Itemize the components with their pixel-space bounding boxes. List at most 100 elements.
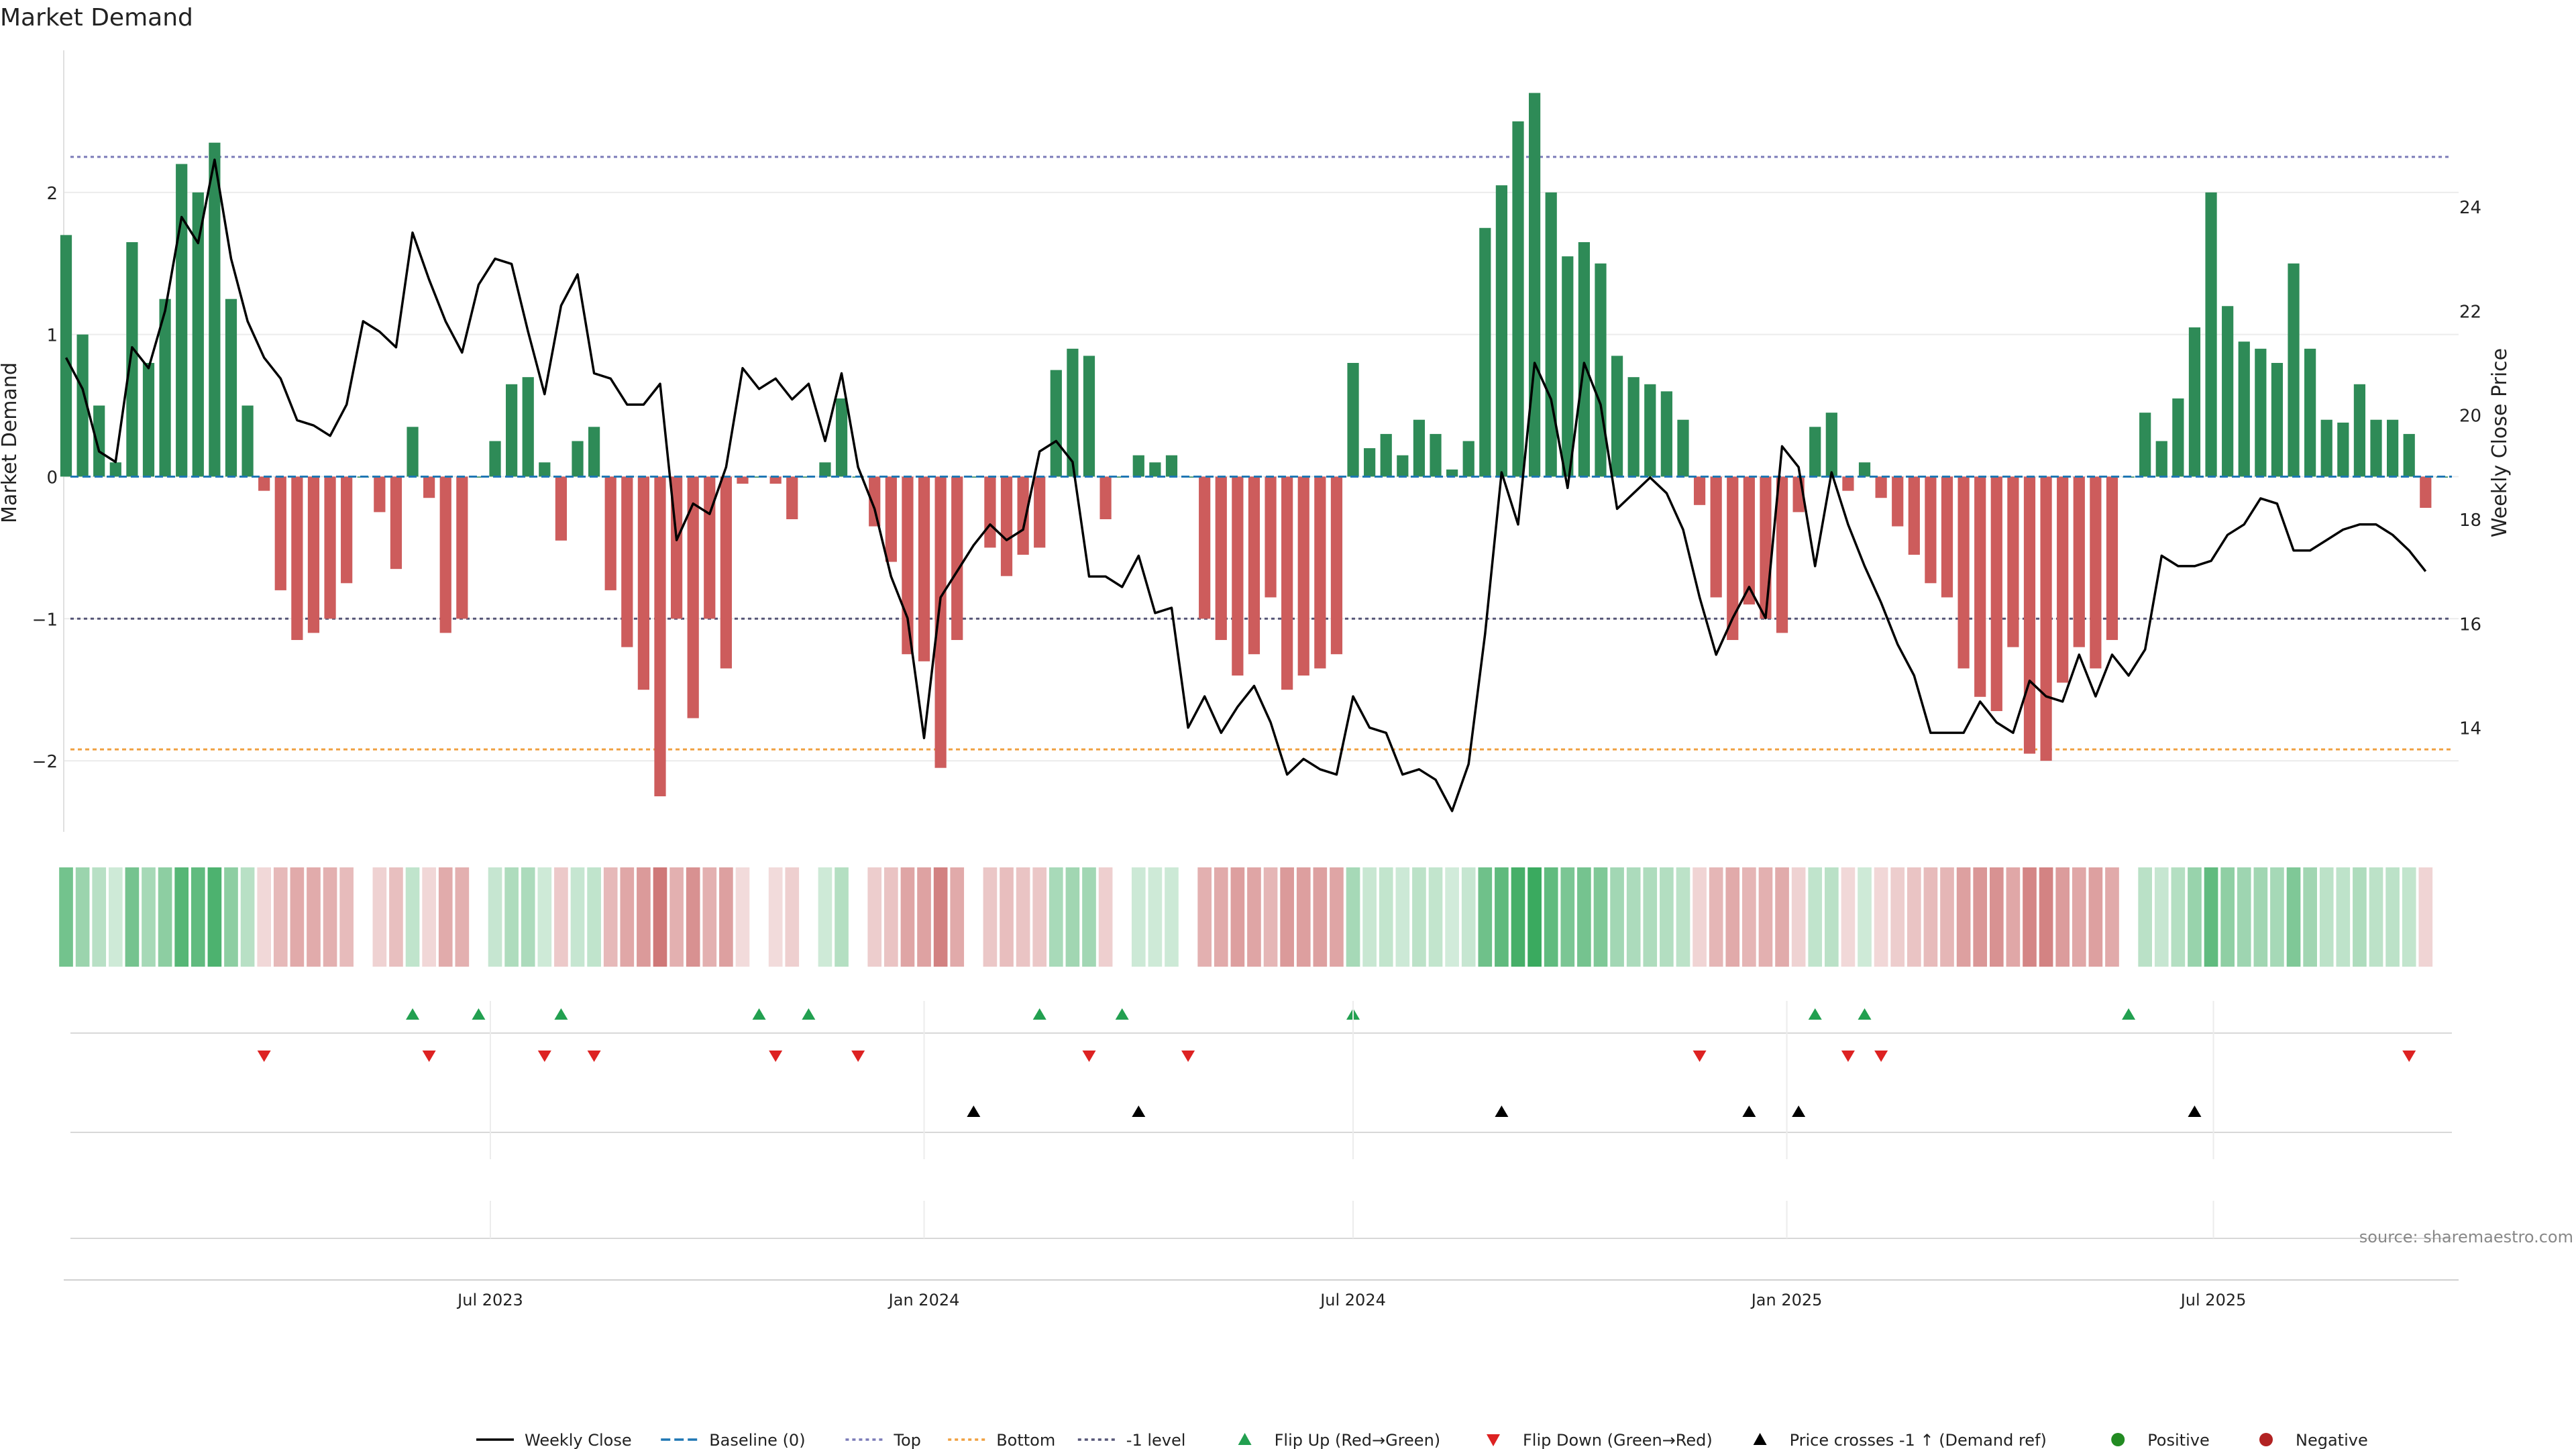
- price-cross-marker: [2188, 1106, 2202, 1117]
- heat-cell: [768, 867, 783, 967]
- flip-down-marker: [257, 1051, 271, 1062]
- legend: Weekly Close Baseline (0) Top Bottom -1 leve…: [476, 1431, 2368, 1449]
- y-axis-right-label: Weekly Close Price: [2488, 348, 2512, 537]
- legend-label: Price crosses -1 ↑ (Demand ref): [1790, 1431, 2047, 1449]
- flip-up-marker: [554, 1008, 568, 1020]
- heat-cell: [1379, 867, 1393, 967]
- demand-bar: [604, 476, 616, 590]
- main-grid: [63, 50, 2459, 832]
- heat-cell: [1758, 867, 1773, 967]
- heat-cell: [75, 867, 90, 967]
- heat-cell: [1495, 867, 1509, 967]
- demand-bar: [1281, 476, 1293, 690]
- heat-cell: [1461, 867, 1476, 967]
- demand-bar: [2271, 363, 2284, 477]
- demand-bar: [1957, 476, 1970, 669]
- demand-bar: [2320, 419, 2332, 477]
- legend-item: Weekly Close: [476, 1431, 632, 1449]
- heat-cell: [2418, 867, 2433, 967]
- heat-cell: [2303, 867, 2317, 967]
- demand-bar: [1595, 263, 1607, 477]
- heat-cell: [983, 867, 998, 967]
- flip-up-marker: [802, 1008, 816, 1020]
- demand-bar: [390, 476, 402, 570]
- demand-bar: [142, 363, 155, 477]
- heat-cell: [1049, 867, 1063, 967]
- heat-cell: [108, 867, 123, 967]
- heat-cell: [884, 867, 898, 967]
- demand-bar: [2288, 263, 2300, 477]
- heat-cell: [2088, 867, 2103, 967]
- heat-cell: [1610, 867, 1624, 967]
- demand-bar: [1397, 455, 1409, 477]
- demand-bar: [1347, 363, 1359, 477]
- legend-item: Positive: [2111, 1431, 2210, 1449]
- demand-bar: [1265, 476, 1277, 598]
- demand-bar: [2172, 398, 2184, 477]
- heat-cell: [570, 867, 585, 967]
- demand-bar: [1908, 476, 1920, 555]
- heat-cell: [2105, 867, 2119, 967]
- heat-cell: [405, 867, 420, 967]
- demand-bar: [1990, 476, 2002, 711]
- heat-cell: [603, 867, 618, 967]
- heat-cell: [1280, 867, 1294, 967]
- heat-cell: [1560, 867, 1575, 967]
- demand-bar: [687, 476, 699, 718]
- demand-bar: [1364, 448, 1376, 477]
- legend-item: -1 level: [1077, 1431, 1185, 1449]
- demand-bar: [786, 476, 798, 519]
- heat-cell: [1165, 867, 1179, 967]
- heat-cell: [2385, 867, 2400, 967]
- demand-bar: [1083, 356, 1095, 477]
- heat-cell: [2253, 867, 2268, 967]
- x-tick-label: Jul 2024: [1319, 1291, 1386, 1309]
- heat-cell: [521, 867, 535, 967]
- demand-bar: [274, 476, 286, 590]
- demand-bar: [506, 384, 518, 477]
- heat-cell: [2402, 867, 2416, 967]
- demand-bar: [1067, 348, 1079, 477]
- demand-bar: [489, 441, 501, 477]
- heat-cell: [950, 867, 965, 967]
- x-tick-label: Jan 2025: [1750, 1291, 1823, 1309]
- demand-bar: [225, 299, 237, 477]
- demand-bar: [1050, 370, 1062, 477]
- demand-bar: [341, 476, 353, 584]
- flip-up-marker: [752, 1008, 766, 1020]
- heat-cell: [1643, 867, 1658, 967]
- demand-bar: [159, 299, 171, 477]
- demand-bar: [769, 476, 782, 484]
- heat-cell: [835, 867, 849, 967]
- heat-cell: [1791, 867, 1806, 967]
- demand-bar: [456, 476, 468, 619]
- heat-cell: [2270, 867, 2284, 967]
- heat-cell: [620, 867, 635, 967]
- price-cross-marker: [1132, 1106, 1146, 1117]
- flip-down-marker: [1181, 1051, 1195, 1062]
- demand-bar: [1892, 476, 1904, 527]
- heat-cell: [207, 867, 222, 967]
- flip-down-marker: [1693, 1051, 1707, 1062]
- heat-cell: [455, 867, 470, 967]
- demand-bar: [1380, 433, 1392, 477]
- heat-cell: [735, 867, 750, 967]
- demand-bar: [1611, 356, 1623, 477]
- heat-cell: [1858, 867, 1872, 967]
- demand-bar: [93, 405, 105, 477]
- heat-cell: [1693, 867, 1707, 967]
- demand-heat-strip: [59, 867, 2433, 967]
- flip-down-marker: [1082, 1051, 1096, 1062]
- heat-cell: [240, 867, 255, 967]
- demand-bar: [951, 476, 963, 641]
- demand-bar: [1677, 419, 1689, 477]
- demand-bar: [2255, 348, 2267, 477]
- heat-cell: [1065, 867, 1080, 967]
- demand-bar: [1644, 384, 1656, 477]
- heat-cell: [1395, 867, 1410, 967]
- flip-down-marker: [851, 1051, 865, 1062]
- demand-bar: [2057, 476, 2069, 683]
- heat-cell: [1923, 867, 1938, 967]
- demand-bar: [1215, 476, 1227, 641]
